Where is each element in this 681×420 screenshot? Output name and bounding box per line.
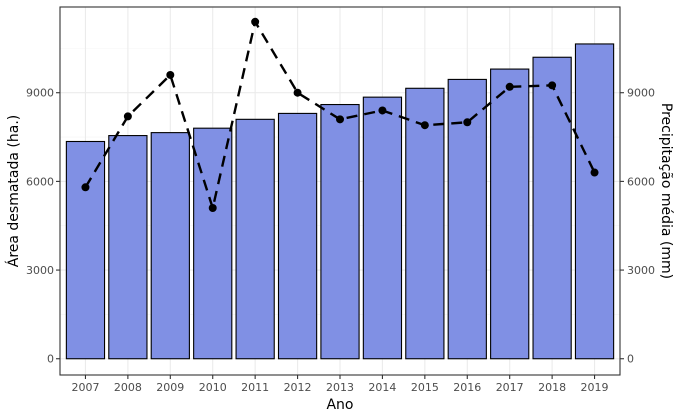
line-point — [548, 81, 557, 90]
line-point — [208, 203, 217, 212]
y2-axis-title: Precipitação média (mm) — [658, 103, 674, 279]
x-tick-label: 2013 — [326, 381, 354, 394]
x-tick-label: 2012 — [284, 381, 312, 394]
bar — [65, 140, 106, 360]
line-point — [123, 112, 132, 121]
line-point — [166, 70, 175, 79]
y2-tick-label: 3000 — [627, 264, 655, 277]
bar — [150, 132, 190, 360]
bar — [574, 43, 615, 360]
line-layer — [81, 17, 599, 212]
bar — [320, 103, 360, 360]
bar — [490, 68, 530, 360]
line-point — [336, 115, 344, 124]
line-point — [251, 17, 260, 26]
bar — [277, 112, 318, 360]
x-tick-label: 2017 — [496, 381, 524, 394]
y-tick-label: 9000 — [26, 87, 54, 100]
x-tick-label: 2011 — [241, 381, 269, 394]
line-point — [293, 88, 302, 97]
x-axis-title: Ano — [326, 397, 353, 413]
line-point — [463, 118, 472, 127]
bar-layer — [65, 43, 615, 360]
line-point — [420, 121, 429, 130]
y-axis-title: Área desmatada (ha.) — [5, 115, 22, 268]
line-point — [505, 82, 514, 91]
bar — [532, 56, 572, 360]
y-tick-label: 0 — [47, 353, 54, 366]
x-tick-label: 2008 — [114, 381, 142, 394]
x-tick-label: 2015 — [411, 381, 439, 394]
bar — [193, 127, 233, 360]
bar — [108, 135, 148, 360]
y-tick-label: 3000 — [26, 264, 54, 277]
x-tick-label: 2009 — [156, 381, 184, 394]
x-tick-label: 2007 — [71, 381, 99, 394]
y2-tick-label: 0 — [627, 353, 634, 366]
line-point — [81, 183, 90, 192]
x-tick-label: 2014 — [368, 381, 396, 394]
bar — [235, 118, 275, 360]
y2-tick-label: 6000 — [627, 175, 655, 188]
y-tick-label: 6000 — [26, 175, 54, 188]
bar — [362, 96, 403, 360]
x-tick-label: 2010 — [199, 381, 227, 394]
axis-layer: 0 3000 6000 9000 0 3000 6000 9000 2007 2008 2009 20… — [26, 6, 655, 394]
x-tick-label: 2016 — [453, 381, 481, 394]
bar — [405, 87, 445, 360]
line-point — [590, 168, 599, 177]
x-tick-label: 2019 — [581, 381, 609, 394]
line-point — [378, 106, 387, 115]
x-tick-label: 2018 — [538, 381, 566, 394]
y2-tick-label: 9000 — [627, 87, 655, 100]
